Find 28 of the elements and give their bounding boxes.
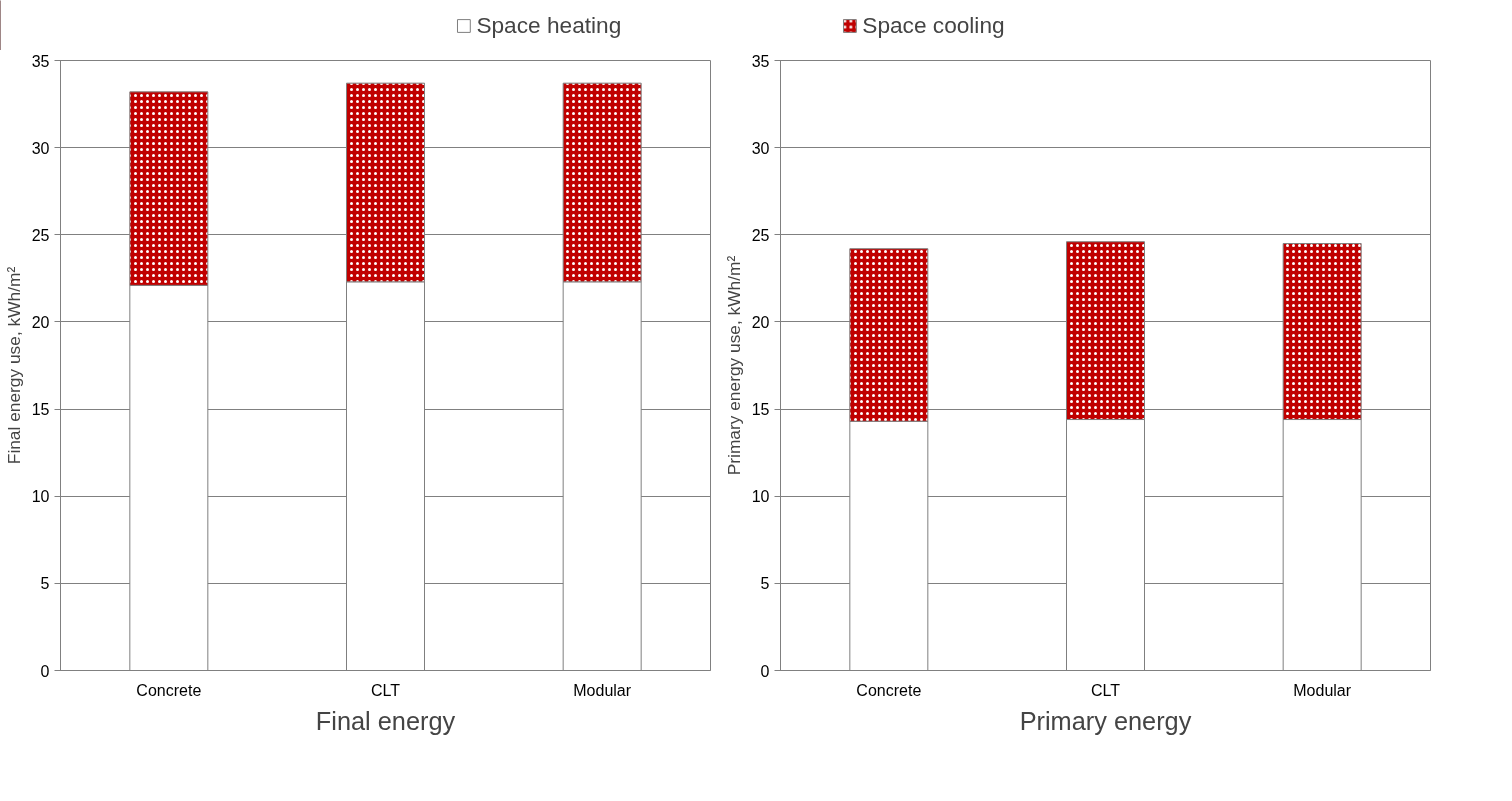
y-tick-label: 25 <box>31 226 50 244</box>
x-axis-title: Primary energy <box>1019 706 1192 735</box>
y-tick-label: 5 <box>40 575 50 593</box>
y-tick-label: 35 <box>31 52 50 70</box>
x-tick-label: CLT <box>1090 681 1121 699</box>
y-tick-label: 30 <box>751 139 770 157</box>
y-axis-title: Final energy use, kWh/m² <box>3 266 24 465</box>
y-tick-label: 0 <box>760 662 770 680</box>
y-tick-label: 20 <box>751 313 770 331</box>
x-axis-title: Final energy <box>315 706 456 735</box>
y-tick-label: 30 <box>31 139 50 157</box>
x-tick-label: Concrete <box>856 681 922 699</box>
y-axis-title: Primary energy use, kWh/m² <box>723 255 744 476</box>
y-tick-label: 35 <box>751 52 770 70</box>
x-tick-label: Modular <box>573 681 632 699</box>
y-tick-label: 10 <box>31 488 50 506</box>
y-tick-label: 25 <box>751 226 770 244</box>
y-tick-label: 10 <box>751 488 770 506</box>
x-tick-label: CLT <box>370 681 401 699</box>
y-tick-label: 0 <box>40 662 50 680</box>
y-tick-label: 15 <box>31 401 50 419</box>
y-tick-label: 20 <box>31 313 50 331</box>
y-tick-label: 5 <box>760 575 770 593</box>
legend-label: Space heating <box>476 11 622 39</box>
y-tick-label: 15 <box>751 401 770 419</box>
legend-label: Space cooling <box>862 11 1005 39</box>
x-tick-label: Concrete <box>136 681 202 699</box>
x-tick-label: Modular <box>1293 681 1352 699</box>
